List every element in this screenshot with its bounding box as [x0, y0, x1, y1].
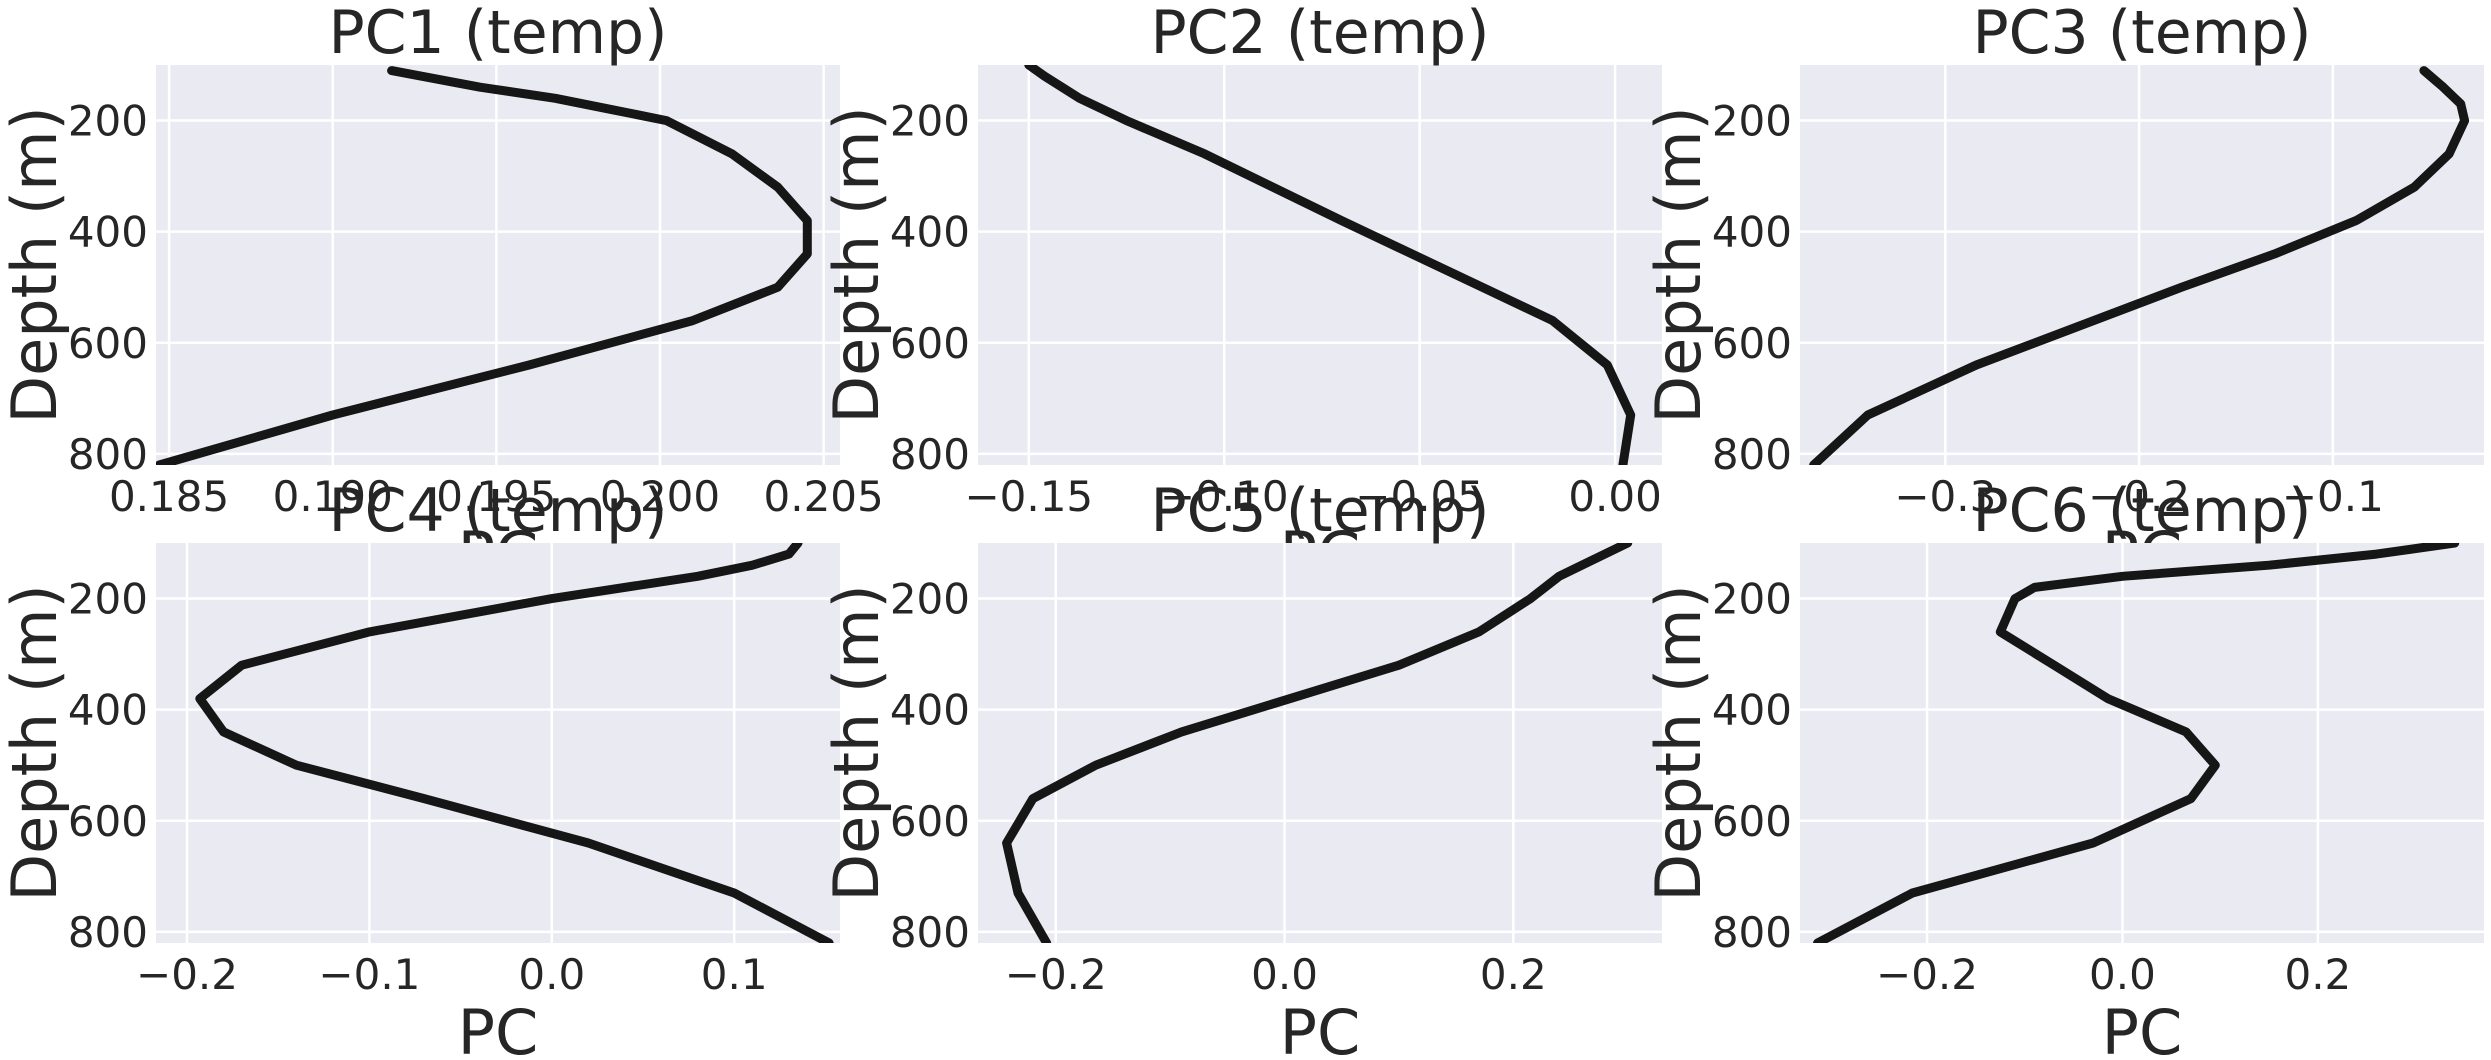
y-tick-label: 400 [68, 208, 148, 257]
y-tick-label: 400 [1712, 208, 1792, 257]
y-tick-label: 600 [890, 797, 970, 846]
y-tick-label: 200 [890, 97, 970, 146]
x-tick-label: 0.0 [518, 950, 585, 999]
y-tick-label: 400 [1712, 686, 1792, 735]
x-tick-label: −0.1 [318, 950, 420, 999]
y-tick-label: 400 [68, 686, 148, 735]
subplot-pc6: −0.2 0.0 0.2 200 400 600 800 PC6 (temp) PC Depth … [1642, 476, 2484, 1060]
x-tick-label: 0.0 [2089, 950, 2156, 999]
y-axis-label: Depth (m) [0, 106, 71, 423]
y-tick-label: 800 [890, 430, 970, 479]
y-tick-label: 600 [68, 319, 148, 368]
subplot-pc4: −0.2 −0.1 0.0 0.1 200 400 600 800 PC4 (temp) PC De… [0, 476, 840, 1060]
data-line [156, 66, 812, 465]
y-tick-label: 800 [68, 430, 148, 479]
y-tick-label: 600 [1712, 797, 1792, 846]
x-tick-label: 0.1 [701, 950, 768, 999]
x-axis-label: PC [1280, 996, 1361, 1060]
x-tick-label: −0.15 [964, 472, 1093, 521]
y-tick-label: 200 [68, 575, 148, 624]
plot-area [1800, 65, 2484, 465]
subplot-title: PC1 (temp) [328, 0, 667, 68]
plot-area [978, 65, 1662, 465]
plot-area [978, 543, 1662, 943]
x-tick-label: 0.2 [1480, 950, 1547, 999]
subplot-pc2: −0.15 −0.10 −0.05 0.00 200 400 600 800 PC2 (temp… [820, 0, 1662, 591]
data-line [1002, 543, 1633, 943]
subplot-title: PC6 (temp) [1972, 476, 2311, 546]
x-tick-label: 0.190 [273, 472, 393, 521]
y-axis-label: Depth (m) [820, 584, 893, 901]
y-tick-label: 400 [890, 208, 970, 257]
x-tick-label: −0.2 [136, 950, 238, 999]
y-tick-label: 800 [1712, 908, 1792, 957]
x-tick-label: 0.0 [1251, 950, 1318, 999]
data-line [195, 543, 834, 943]
y-axis-label: Depth (m) [0, 584, 71, 901]
x-tick-label: 0.185 [109, 472, 229, 521]
x-tick-label: −0.2 [1876, 950, 1978, 999]
x-tick-label: −0.3 [1894, 472, 1996, 521]
x-axis-label: PC [2102, 996, 2183, 1060]
y-tick-label: 600 [890, 319, 970, 368]
data-line [1024, 65, 1636, 465]
subplot-title: PC3 (temp) [1972, 0, 2311, 68]
y-tick-label: 200 [68, 97, 148, 146]
x-axis-label: PC [458, 996, 539, 1060]
subplot-title: PC2 (temp) [1150, 0, 1489, 68]
y-tick-label: 800 [1712, 430, 1792, 479]
x-tick-label: 0.195 [436, 472, 556, 521]
subplot-pc1: 0.185 0.190 0.195 0.200 0.205 200 400 600 800 PC1… [0, 0, 884, 591]
subplot-title: PC4 (temp) [328, 476, 667, 546]
y-tick-label: 200 [1712, 575, 1792, 624]
x-tick-label: −0.05 [1355, 472, 1484, 521]
x-tick-label: 0.00 [1568, 472, 1662, 521]
x-tick-label: 0.200 [600, 472, 720, 521]
y-tick-label: 200 [1712, 97, 1792, 146]
y-axis-label: Depth (m) [1642, 106, 1715, 423]
plot-area [1800, 543, 2484, 943]
x-tick-label: −0.1 [2282, 472, 2384, 521]
plot-area [156, 65, 840, 465]
y-tick-label: 800 [68, 908, 148, 957]
y-axis-label: Depth (m) [1642, 584, 1715, 901]
x-tick-label: 0.205 [764, 472, 884, 521]
y-tick-label: 600 [1712, 319, 1792, 368]
subplot-title: PC5 (temp) [1150, 476, 1489, 546]
y-tick-label: 800 [890, 908, 970, 957]
data-line [1813, 543, 2460, 943]
data-line [1809, 66, 2470, 465]
y-axis-label: Depth (m) [820, 106, 893, 423]
x-tick-label: −0.10 [1160, 472, 1289, 521]
y-tick-label: 200 [890, 575, 970, 624]
x-tick-label: −0.2 [2088, 472, 2190, 521]
x-tick-label: −0.2 [1005, 950, 1107, 999]
subplot-pc5: −0.2 0.0 0.2 200 400 600 800 PC5 (temp) PC Depth … [820, 476, 1662, 1060]
y-tick-label: 400 [890, 686, 970, 735]
x-tick-label: 0.2 [2284, 950, 2351, 999]
y-tick-label: 600 [68, 797, 148, 846]
